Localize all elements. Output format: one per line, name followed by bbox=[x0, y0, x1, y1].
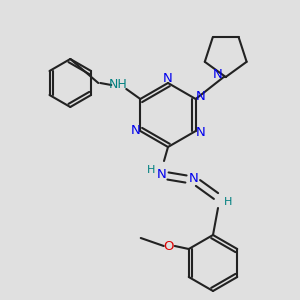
Text: N: N bbox=[130, 124, 140, 137]
Text: N: N bbox=[213, 68, 223, 82]
Text: O: O bbox=[164, 239, 174, 253]
Text: N: N bbox=[163, 73, 173, 85]
Text: H: H bbox=[147, 165, 155, 175]
Text: NH: NH bbox=[109, 79, 128, 92]
Text: H: H bbox=[224, 197, 232, 207]
Text: N: N bbox=[157, 169, 167, 182]
Text: N: N bbox=[196, 91, 206, 103]
Text: N: N bbox=[196, 127, 206, 140]
Text: N: N bbox=[189, 172, 199, 185]
